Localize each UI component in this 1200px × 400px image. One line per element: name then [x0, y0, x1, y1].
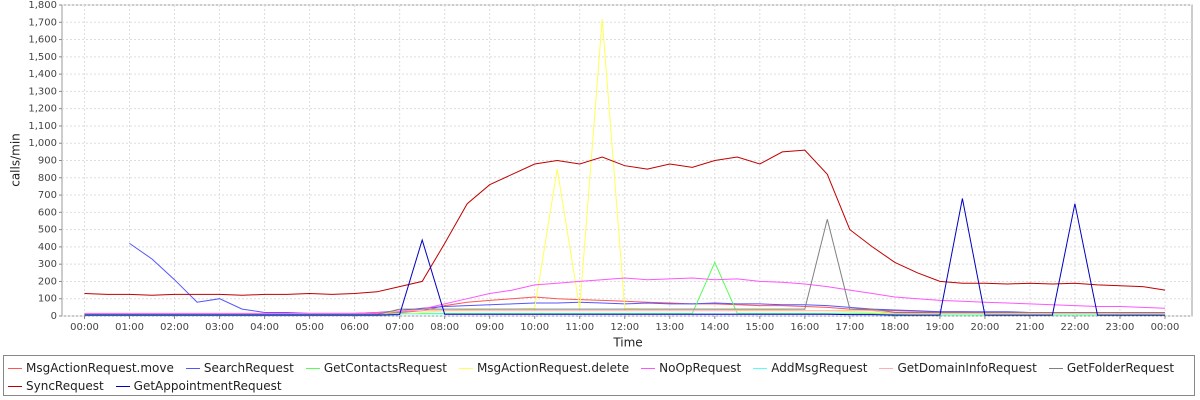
series-line — [84, 198, 1165, 316]
y-tick-label: 900 — [38, 156, 57, 167]
legend: MsgActionRequest.move SearchRequest GetCon… — [3, 355, 1195, 396]
legend-swatch — [185, 367, 200, 369]
legend-label: MsgActionRequest.delete — [476, 361, 630, 375]
x-tick-label: 19:00 — [925, 322, 954, 333]
legend-swatch — [458, 367, 473, 369]
legend-swatch — [1048, 367, 1063, 369]
legend-item: NoOpRequest — [641, 359, 741, 377]
series-line — [84, 277, 1166, 314]
legend-item: SearchRequest — [185, 359, 294, 377]
x-tick-label: 03:00 — [205, 322, 234, 333]
legend-swatch — [8, 367, 22, 369]
x-tick-label: 11:00 — [565, 322, 594, 333]
y-axis-title: calls/min — [9, 133, 23, 187]
x-tick-label: 15:00 — [745, 322, 774, 333]
x-tick-label: 08:00 — [430, 322, 459, 333]
x-tick-label: 17:00 — [835, 322, 864, 333]
legend-swatch — [305, 367, 320, 369]
x-tick-label: 21:00 — [1016, 322, 1045, 333]
legend-swatch — [115, 385, 130, 387]
series-line — [84, 149, 1166, 296]
legend-swatch — [8, 385, 22, 387]
y-tick-label: 400 — [38, 242, 57, 253]
legend-label: NoOpRequest — [659, 361, 742, 375]
y-tick-label: 1,300 — [28, 86, 57, 97]
legend-item: GetFolderRequest — [1048, 359, 1175, 377]
legend-label: SyncRequest — [26, 379, 104, 393]
legend-item: MsgActionRequest.delete — [458, 359, 630, 377]
legend-swatch — [879, 367, 894, 369]
y-tick-label: 700 — [38, 190, 57, 201]
legend-label: MsgActionRequest.move — [26, 361, 174, 375]
y-tick-label: 1,100 — [28, 121, 57, 132]
x-tick-label: 13:00 — [655, 322, 684, 333]
x-tick-label: 07:00 — [385, 322, 414, 333]
legend-item: GetDomainInfoRequest — [879, 359, 1037, 377]
y-tick-label: 0 — [51, 311, 57, 322]
legend-item: AddMsgRequest — [753, 359, 867, 377]
x-tick-label: 16:00 — [790, 322, 819, 333]
chart: Time calls/min 0 100 200 300 400 500 600 700 800… — [9, 0, 1193, 350]
y-tick-label: 600 — [38, 207, 57, 218]
legend-label: AddMsgRequest — [771, 361, 868, 375]
legend-item: SyncRequest — [8, 377, 104, 395]
x-tick-label: 00:00 — [1151, 322, 1180, 333]
legend-label: GetFolderRequest — [1066, 361, 1175, 375]
y-tick-label: 300 — [38, 259, 57, 270]
y-tick-label: 1,500 — [28, 52, 57, 63]
x-tick-label: 12:00 — [610, 322, 639, 333]
x-tick-label: 14:00 — [700, 322, 729, 333]
legend-label: GetAppointmentRequest — [133, 379, 282, 393]
x-tick-label: 10:00 — [520, 322, 549, 333]
x-tick-label: 02:00 — [160, 322, 189, 333]
y-tick-label: 800 — [38, 173, 57, 184]
x-tick-label: 22:00 — [1061, 322, 1090, 333]
x-tick-label: 09:00 — [475, 322, 504, 333]
x-tick-label: 18:00 — [880, 322, 909, 333]
legend-item: GetAppointmentRequest — [115, 377, 282, 395]
y-tick-label: 1,700 — [28, 17, 57, 28]
y-tick-label: 1,800 — [28, 0, 57, 11]
y-tick-label: 200 — [38, 276, 57, 287]
x-tick-label: 01:00 — [115, 322, 144, 333]
legend-swatch — [641, 367, 656, 369]
x-tick-label: 23:00 — [1106, 322, 1135, 333]
x-tick-label: 05:00 — [295, 322, 324, 333]
x-tick-label: 04:00 — [250, 322, 279, 333]
legend-label: GetContactsRequest — [323, 361, 447, 375]
x-axis-title: Time — [612, 336, 642, 350]
y-tick-label: 1,600 — [28, 35, 57, 46]
legend-label: SearchRequest — [203, 361, 294, 375]
y-tick-label: 500 — [38, 225, 57, 236]
legend-item: GetContactsRequest — [305, 359, 447, 377]
y-tick-label: 100 — [38, 294, 57, 305]
legend-swatch — [753, 367, 768, 369]
x-tick-label: 00:00 — [70, 322, 99, 333]
y-tick-label: 1,400 — [28, 69, 57, 80]
legend-item: MsgActionRequest.move — [8, 359, 174, 377]
y-tick-label: 1,200 — [28, 104, 57, 115]
x-tick-label: 20:00 — [970, 322, 999, 333]
legend-label: GetDomainInfoRequest — [897, 361, 1037, 375]
y-tick-label: 1,000 — [28, 138, 57, 149]
x-tick-label: 06:00 — [340, 322, 369, 333]
